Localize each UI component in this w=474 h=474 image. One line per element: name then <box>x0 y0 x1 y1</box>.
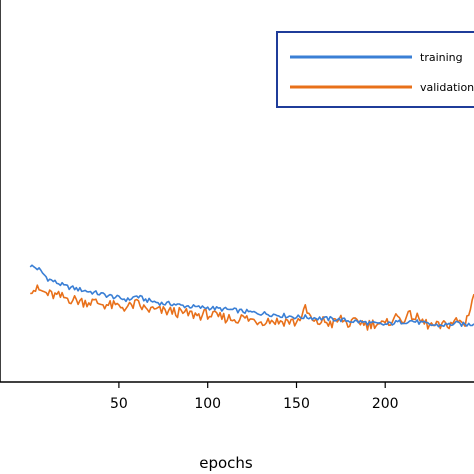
legend-label-validation: validation <box>420 81 474 94</box>
series-line-training <box>29 264 474 328</box>
x-tick-label-150: 150 <box>283 396 310 412</box>
x-ticks: 50 100 150 200 <box>110 382 399 412</box>
x-tick-label-50: 50 <box>110 396 128 412</box>
series-layer <box>29 264 474 331</box>
x-axis-label: epochs <box>199 454 253 472</box>
series-line-validation <box>30 284 474 331</box>
x-tick-label-200: 200 <box>372 396 399 412</box>
legend-box <box>276 31 474 108</box>
axes-layer <box>0 0 474 383</box>
legend: training validation <box>276 31 474 108</box>
x-tick-label-100: 100 <box>194 396 221 412</box>
legend-label-training: training <box>420 51 463 64</box>
